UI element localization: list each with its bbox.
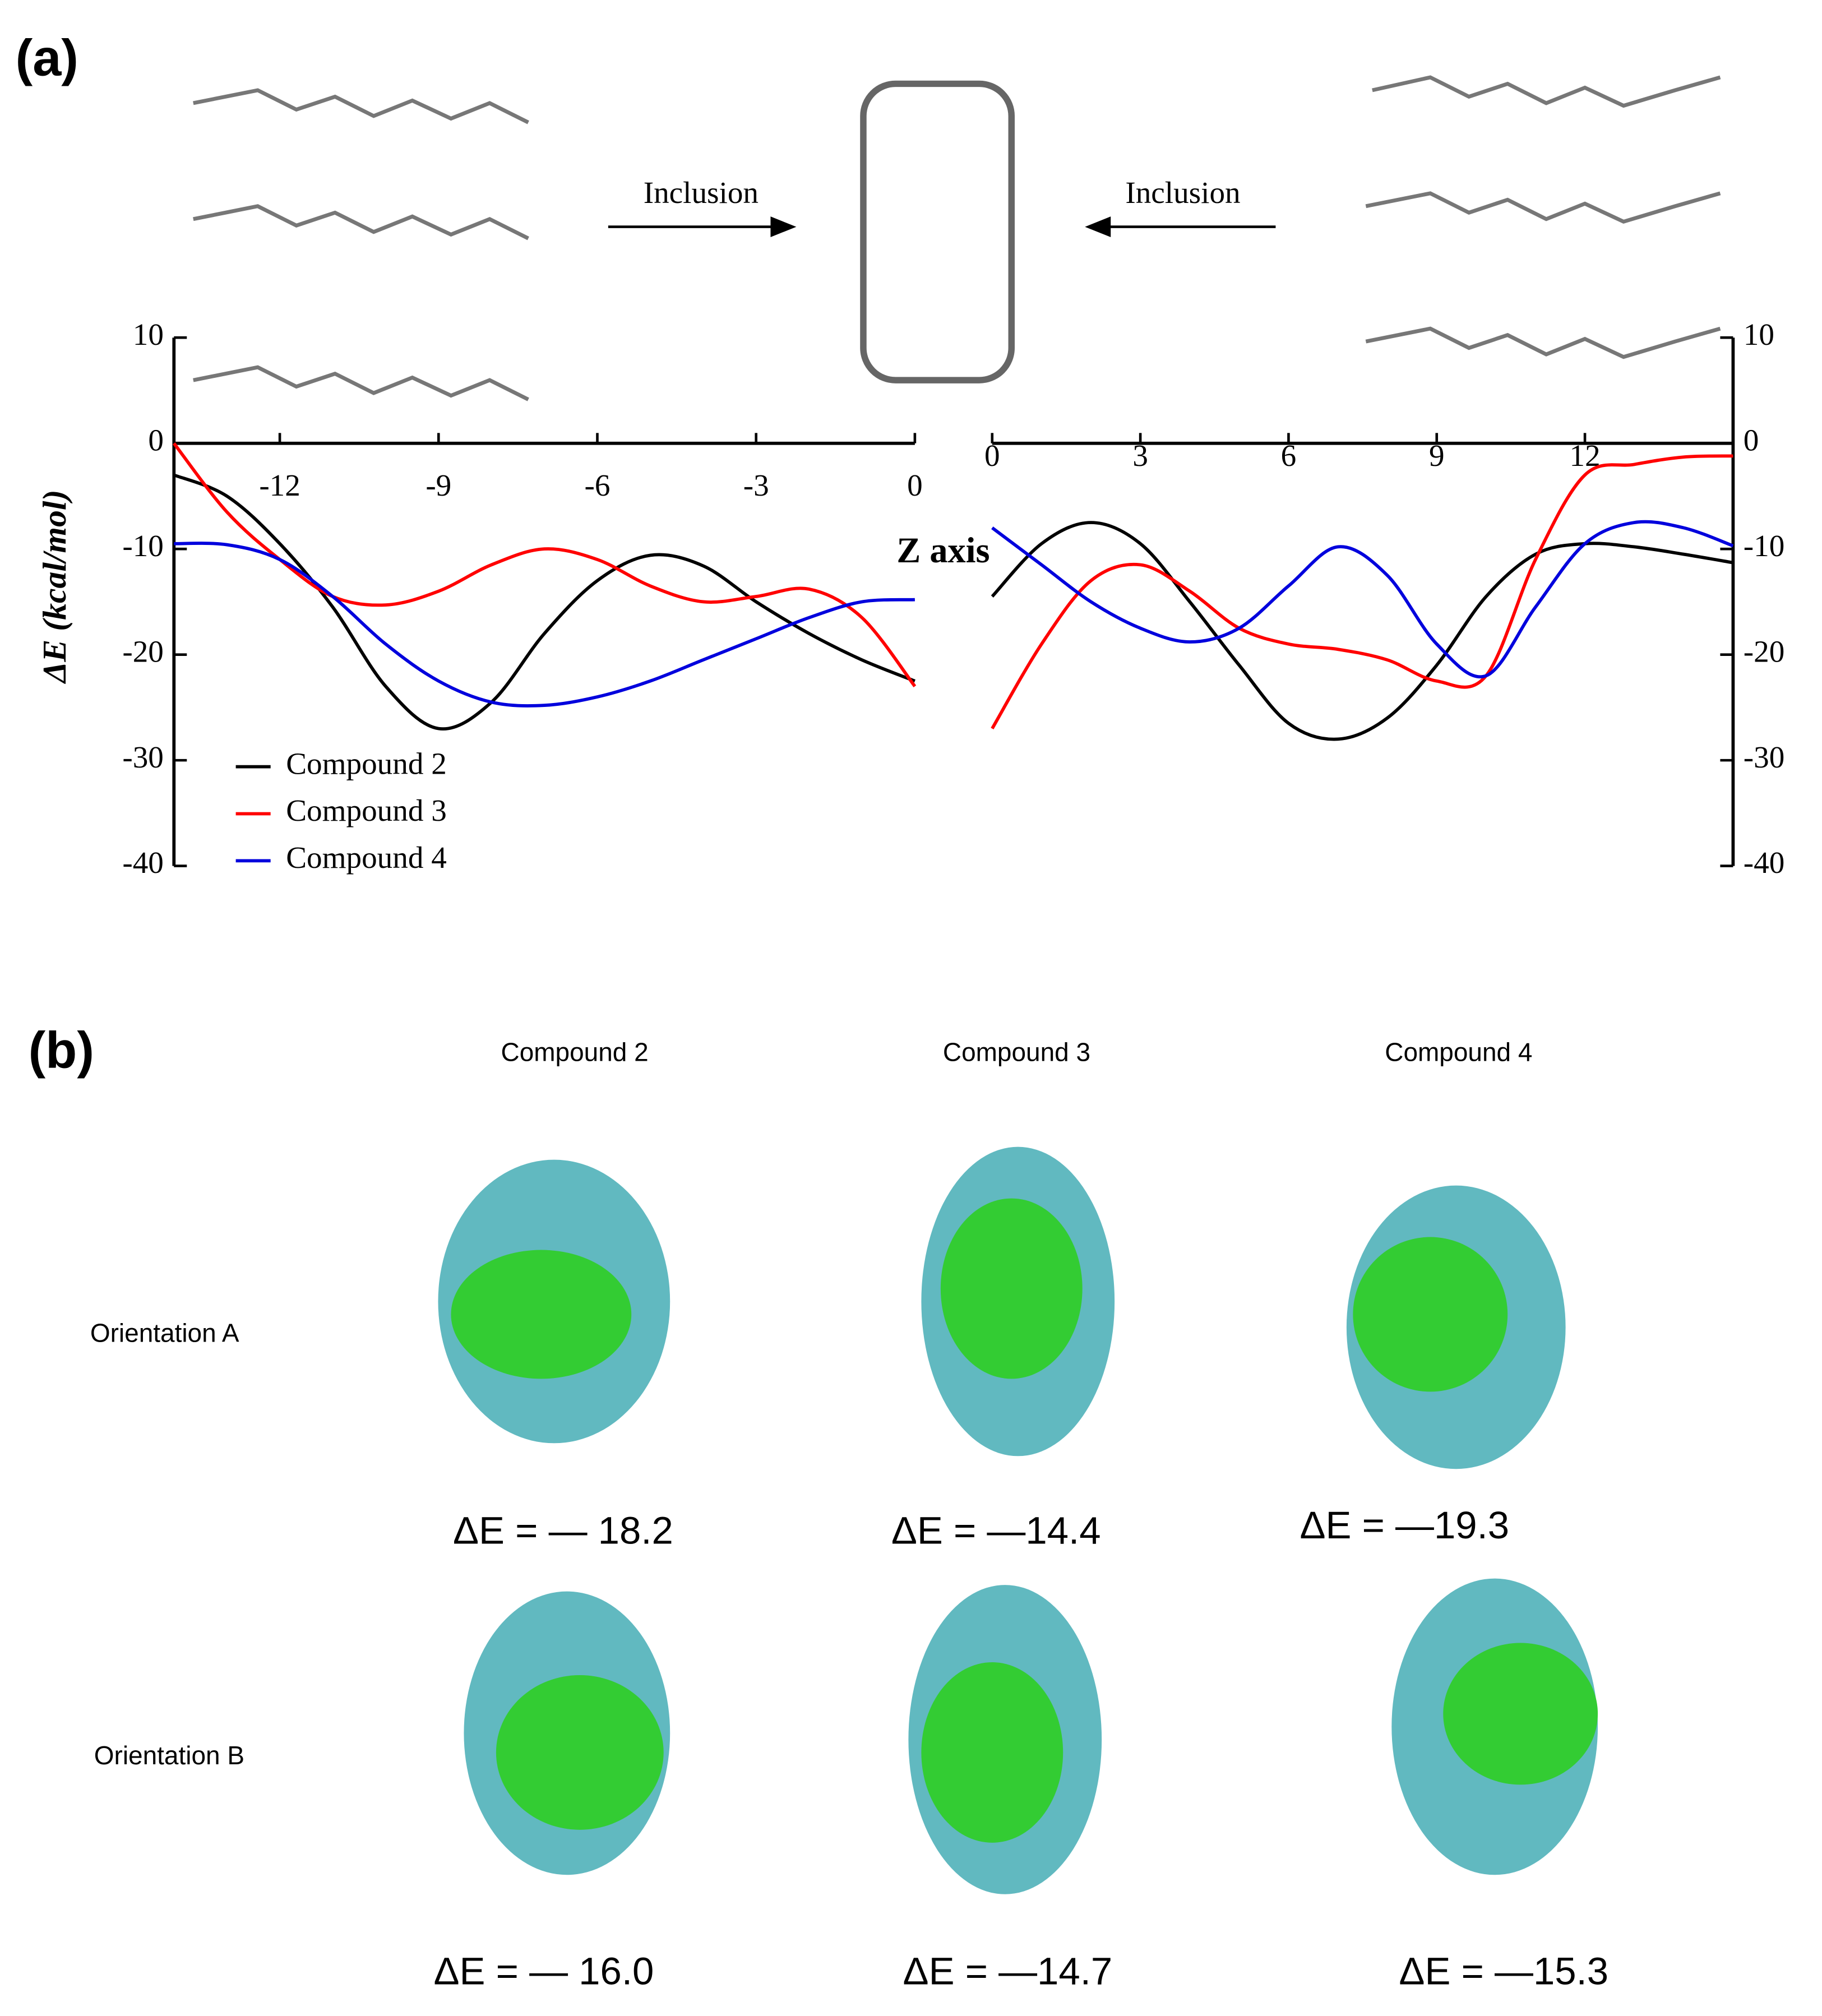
y-tick-label: 0 — [148, 423, 164, 457]
y-tick-label: 10 — [133, 317, 164, 352]
x-tick-label: -6 — [585, 468, 611, 502]
legend-label: Compound 4 — [286, 840, 447, 875]
x-tick-label: 3 — [1132, 438, 1148, 473]
arrow-head — [1085, 216, 1111, 237]
energy-label: ΔE = —19.3 — [1300, 1504, 1509, 1547]
legend-label: Compound 3 — [286, 793, 447, 827]
series-line — [991, 454, 1733, 730]
series-line — [991, 520, 1734, 678]
series-line — [174, 542, 915, 708]
y-tick-label: 0 — [1744, 423, 1759, 457]
y-tick-label: -10 — [122, 529, 164, 563]
energy-label: ΔE = — 18.2 — [453, 1509, 673, 1552]
energy-label: ΔE = —15.3 — [1399, 1949, 1608, 1992]
x-tick-label: 0 — [907, 468, 923, 502]
y-tick-label: 10 — [1744, 317, 1774, 352]
molecule-sketches — [193, 75, 1721, 401]
y-tick-label: -10 — [1744, 529, 1785, 563]
energy-label: ΔE = —14.4 — [891, 1509, 1101, 1552]
y-tick-label: -40 — [122, 845, 164, 880]
energy-label: ΔE = —14.7 — [903, 1949, 1113, 1992]
x-tick-label: 6 — [1281, 438, 1297, 473]
y-tick-label: -30 — [1744, 740, 1785, 774]
series-line — [991, 521, 1733, 741]
x-tick-label: 0 — [984, 438, 1000, 473]
arrow-head — [770, 216, 797, 237]
x-tick-label: 9 — [1429, 438, 1445, 473]
column-label: Compound 3 — [943, 1037, 1090, 1066]
row-label: Orientation B — [94, 1741, 244, 1770]
arrow-label: Inclusion — [1125, 175, 1240, 210]
legend-label: Compound 2 — [286, 746, 447, 780]
row-label: Orientation A — [90, 1318, 239, 1347]
y-tick-label: -20 — [122, 634, 164, 668]
panel-label: (a) — [16, 30, 78, 87]
molecule-renders — [438, 1146, 1598, 1894]
arrow-label: Inclusion — [644, 175, 759, 210]
energy-label: ΔE = — 16.0 — [434, 1949, 654, 1992]
y-tick-label: -30 — [122, 740, 164, 774]
x-axis-label: Z axis — [896, 530, 989, 570]
x-tick-label: -3 — [743, 468, 769, 502]
x-tick-label: -9 — [426, 468, 451, 502]
column-label: Compound 2 — [501, 1037, 649, 1066]
x-tick-label: -12 — [259, 468, 300, 502]
y-tick-label: -40 — [1744, 845, 1785, 880]
column-label: Compound 4 — [1385, 1037, 1532, 1066]
series-line — [173, 473, 915, 731]
y-axis-label: ΔE (kcal/mol) — [36, 490, 73, 684]
panel-label: (b) — [29, 1021, 94, 1079]
y-tick-label: -20 — [1744, 634, 1785, 668]
